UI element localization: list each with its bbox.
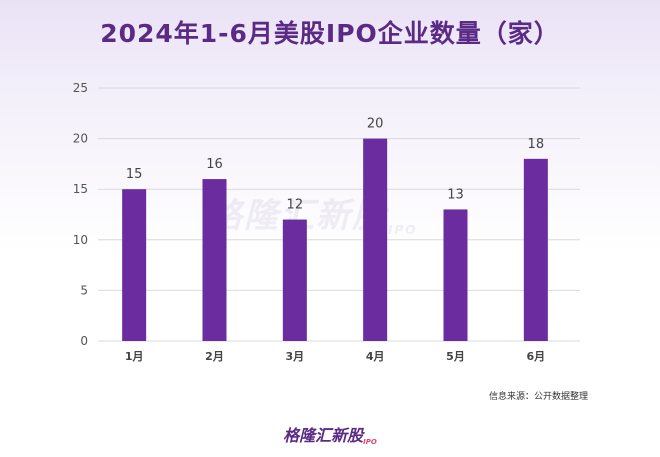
x-tick-label: 5月 xyxy=(446,350,465,363)
data-label: 16 xyxy=(206,157,223,172)
bar xyxy=(202,179,227,341)
gridlines xyxy=(98,87,580,342)
y-tick-label: 5 xyxy=(80,283,88,297)
footer-logo-text: 格隆汇新股 xyxy=(283,426,364,445)
y-tick-label: 10 xyxy=(73,233,88,247)
bar xyxy=(122,189,147,341)
watermark-sub: IPO xyxy=(388,223,418,237)
data-labels: 15 16 12 20 13 18 xyxy=(126,117,544,213)
data-label: 20 xyxy=(367,117,384,132)
x-tick-label: 2月 xyxy=(205,350,224,363)
source-note: 信息来源：公开数据整理 xyxy=(488,392,588,402)
x-axis: 1月 2月 3月 4月 5月 6月 xyxy=(125,350,545,363)
x-tick-label: 4月 xyxy=(366,350,385,363)
chart-title: 2024年1-6月美股IPO企业数量（家） xyxy=(100,19,560,48)
data-label: 18 xyxy=(528,137,545,152)
x-tick-label: 6月 xyxy=(527,350,546,363)
data-label: 15 xyxy=(126,167,143,182)
bar xyxy=(363,138,388,341)
y-tick-label: 20 xyxy=(73,132,88,146)
y-tick-label: 0 xyxy=(80,334,88,348)
data-label: 12 xyxy=(287,198,304,213)
footer-logo-sub: IPO xyxy=(363,438,377,446)
x-tick-label: 1月 xyxy=(125,350,144,363)
bar xyxy=(523,158,548,341)
y-tick-label: 15 xyxy=(73,182,88,196)
bar xyxy=(443,209,468,341)
y-tick-label: 25 xyxy=(73,81,88,95)
y-axis: 0 5 10 15 20 25 xyxy=(73,81,88,348)
footer-logo: 格隆汇新股IPO xyxy=(0,422,660,446)
x-tick-label: 3月 xyxy=(286,350,305,363)
data-label: 13 xyxy=(447,187,464,202)
bar xyxy=(282,219,307,341)
bars xyxy=(122,138,548,341)
